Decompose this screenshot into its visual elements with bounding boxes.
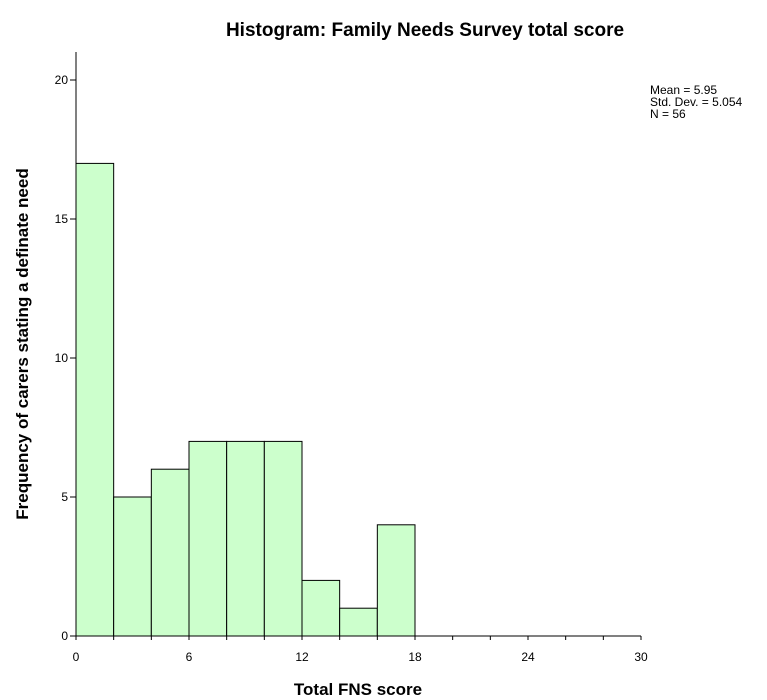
- y-tick-label: 5: [61, 490, 68, 504]
- y-tick-label: 15: [55, 212, 69, 226]
- y-axis-label: Frequency of carers stating a definate n…: [13, 168, 32, 519]
- x-tick-label: 30: [634, 650, 648, 664]
- x-tick-label: 24: [521, 650, 535, 664]
- stat-mean: Mean = 5.95: [650, 83, 717, 97]
- x-ticks-group: 0 6 12 18 24 30: [73, 636, 648, 664]
- histogram-bar-14-16: [339, 607, 378, 637]
- stat-std-dev: Std. Dev. = 5.054: [650, 95, 742, 109]
- x-tick-label: 18: [408, 650, 422, 664]
- histogram-bar-8-10: [226, 440, 265, 637]
- x-tick-label: 12: [295, 650, 309, 664]
- x-tick-label: 6: [186, 650, 193, 664]
- histogram-bar-12-14: [301, 579, 341, 637]
- histogram-bar-6-8: [188, 440, 228, 637]
- x-tick-label: 0: [73, 650, 80, 664]
- y-ticks-group: 0 5 10 15 20: [55, 73, 76, 643]
- histogram-bar-10-12: [263, 440, 303, 637]
- histogram-bar-2-4: [113, 496, 152, 637]
- histogram-bar-0-2: [75, 162, 115, 637]
- bars-group: [75, 162, 416, 637]
- chart-title: Histogram: Family Needs Survey total sco…: [226, 20, 624, 41]
- plot-area: 0 6 12 18 24 30 0 5 10 15 20: [55, 52, 648, 664]
- histogram-bar-4-6: [150, 468, 190, 637]
- histogram-bar-16-18: [376, 524, 416, 637]
- y-tick-label: 20: [55, 73, 69, 87]
- stat-n: N = 56: [650, 107, 686, 121]
- y-tick-label: 10: [55, 351, 69, 365]
- x-axis-label: Total FNS score: [294, 680, 422, 699]
- stats-box: Mean = 5.95 Std. Dev. = 5.054 N = 56: [650, 83, 742, 121]
- y-tick-label: 0: [61, 629, 68, 643]
